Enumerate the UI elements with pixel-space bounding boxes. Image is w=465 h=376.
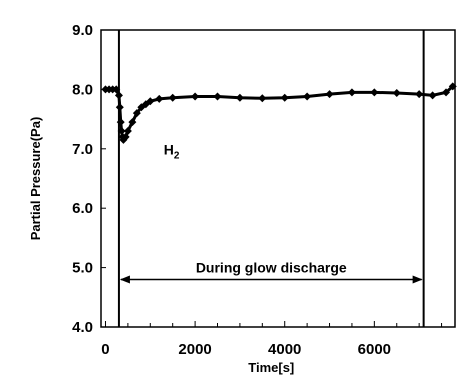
data-point xyxy=(132,109,141,118)
y-axis-title: Partial Pressure(Pa) xyxy=(28,117,43,241)
plot-frame xyxy=(100,29,456,328)
series-line-h2 xyxy=(105,85,454,144)
annotations: H2 During glow discharge xyxy=(119,142,423,284)
data-point xyxy=(448,82,457,91)
data-point xyxy=(155,94,164,103)
data-point xyxy=(146,97,155,106)
data-point xyxy=(117,126,126,135)
data-point xyxy=(392,88,401,97)
x-tick-label: 2000 xyxy=(178,341,211,358)
data-point xyxy=(303,92,312,101)
data-point xyxy=(235,93,244,102)
discharge-arrow-head-right xyxy=(412,275,423,284)
data-point xyxy=(347,88,356,97)
y-tick-label: 4.0 xyxy=(72,319,93,336)
data-point xyxy=(116,118,125,127)
x-tick-label: 0 xyxy=(101,341,109,358)
data-point xyxy=(415,90,424,99)
data-point xyxy=(428,91,437,100)
data-point xyxy=(114,91,123,100)
data-point xyxy=(168,93,177,102)
series-label-h2-subscript: 2 xyxy=(174,151,180,162)
data-point xyxy=(442,88,451,97)
y-tick-label: 7.0 xyxy=(72,141,93,158)
x-tick-label: 4000 xyxy=(268,341,301,358)
series-label-h2-main: H xyxy=(164,142,174,158)
data-point xyxy=(115,103,124,112)
series-label-h2: H2 xyxy=(164,142,180,162)
data-point xyxy=(191,92,200,101)
x-axis-title: Time[s] xyxy=(248,360,294,375)
data-point xyxy=(280,93,289,102)
data-point xyxy=(213,92,222,101)
data-point xyxy=(128,118,137,127)
x-tick-label: 6000 xyxy=(358,341,391,358)
y-tick-label: 5.0 xyxy=(72,260,93,277)
y-axis-ticks: 4.0 5.0 6.0 7.0 8.0 9.0 xyxy=(72,22,106,336)
y-tick-label: 8.0 xyxy=(72,81,93,98)
discharge-arrow-head-left xyxy=(119,275,130,284)
data-point xyxy=(370,88,379,97)
plot-area xyxy=(100,29,456,328)
y-tick-label: 9.0 xyxy=(72,22,93,39)
discharge-boundaries xyxy=(117,30,425,327)
data-point xyxy=(121,132,130,141)
data-point xyxy=(258,94,267,103)
data-point xyxy=(325,90,334,99)
data-point xyxy=(123,126,132,135)
discharge-annotation-text: During glow discharge xyxy=(196,260,347,276)
data-point xyxy=(112,85,121,94)
discharge-arrow xyxy=(119,275,423,284)
y-tick-label: 6.0 xyxy=(72,200,93,217)
series-h2 xyxy=(101,82,457,144)
x-axis-ticks: 0 2000 4000 6000 xyxy=(101,321,443,358)
